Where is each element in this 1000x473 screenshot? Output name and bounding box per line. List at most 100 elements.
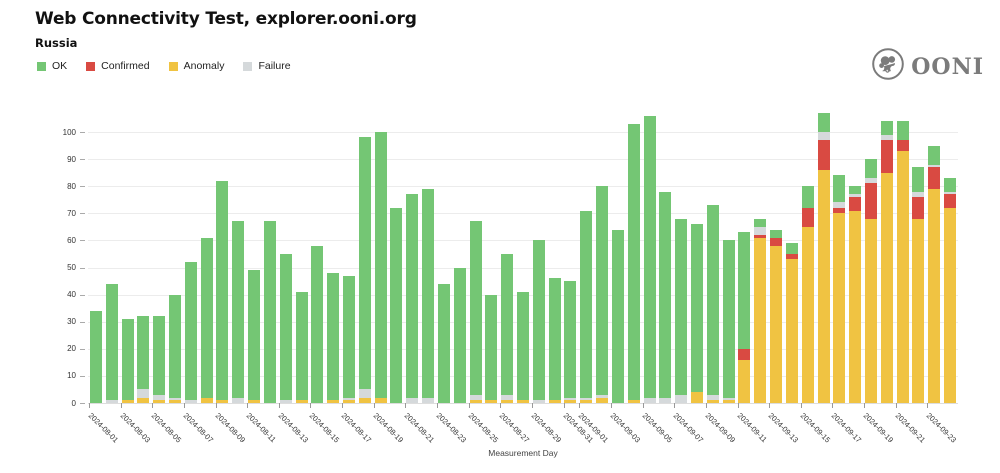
bar-2024-09-23[interactable] [928,145,941,403]
bar-2024-08-26[interactable] [485,294,498,403]
segment-anomaly [896,150,909,403]
segment-anomaly [153,400,166,403]
segment-anomaly [754,237,767,403]
bar-2024-09-12[interactable] [754,218,767,403]
x-tick-label: 2024-08-07 [181,411,216,445]
bar-2024-09-02[interactable] [596,186,609,403]
segment-ok [691,224,703,393]
segment-anomaly [548,400,561,403]
bar-2024-08-22[interactable] [422,188,435,403]
bar-2024-08-16[interactable] [327,272,340,403]
bar-2024-08-05[interactable] [153,316,166,403]
gridline-y-60 [88,240,958,242]
bar-2024-09-11[interactable] [738,232,751,403]
segment-ok [896,121,909,141]
segment-confirmed [880,140,893,173]
bar-2024-08-12[interactable] [263,221,276,403]
bar-2024-08-09[interactable] [216,180,229,403]
bar-2024-08-21[interactable] [406,194,419,403]
legend-item-anomaly: Anomaly [168,60,224,72]
bar-2024-09-20[interactable] [880,121,893,403]
bar-2024-08-18[interactable] [358,137,371,403]
segment-failure [406,397,419,403]
segment-anomaly [564,400,577,403]
bar-2024-08-24[interactable] [453,267,466,403]
page-subtitle: Russia [35,36,78,50]
bar-2024-09-07[interactable] [675,218,688,403]
bar-2024-09-09[interactable] [706,205,719,403]
x-axis-tick [373,403,375,408]
page-title: Web Connectivity Test, explorer.ooni.org [35,9,417,29]
bar-2024-09-17[interactable] [833,175,846,403]
x-tick-label: 2024-08-29 [529,411,564,445]
segment-ok [200,237,213,398]
bar-2024-08-25[interactable] [469,221,482,403]
bar-2024-09-03[interactable] [611,229,624,403]
bar-2024-09-01[interactable] [580,210,593,403]
bar-2024-09-06[interactable] [659,191,672,403]
bar-2024-09-13[interactable] [770,229,783,403]
bar-2024-09-14[interactable] [785,243,798,403]
segment-ok [944,178,957,192]
y-axis-tick [80,267,85,269]
bar-2024-08-19[interactable] [374,132,387,403]
bar-2024-09-21[interactable] [896,121,909,403]
bar-2024-09-16[interactable] [817,113,830,403]
segment-anomaly [928,188,941,403]
bar-2024-08-11[interactable] [248,270,261,403]
bar-2024-08-30[interactable] [548,278,561,403]
bar-2024-09-04[interactable] [627,123,640,403]
bar-2024-09-15[interactable] [801,186,814,403]
x-tick-label: 2024-09-07 [671,411,706,445]
y-axis-tick [80,132,85,133]
segment-ok [548,278,561,401]
bar-2024-09-10[interactable] [722,240,735,403]
segment-failure [469,394,482,401]
bar-2024-08-31[interactable] [564,281,577,403]
bar-2024-09-05[interactable] [643,115,656,403]
gridline-y-0 [88,403,958,404]
bar-2024-08-01[interactable] [89,310,102,403]
bar-2024-08-08[interactable] [200,237,213,403]
y-axis-tick [80,186,85,188]
segment-ok [785,243,798,254]
bar-2024-09-24[interactable] [944,178,957,403]
segment-failure [358,389,371,398]
segment-anomaly [137,397,150,403]
bar-2024-09-19[interactable] [865,159,877,403]
bar-2024-08-17[interactable] [343,275,355,403]
segment-anomaly [801,226,814,403]
bar-2024-09-22[interactable] [912,167,925,403]
bar-2024-08-14[interactable] [295,291,308,403]
x-tick-label: 2024-08-13 [276,411,310,445]
bar-2024-09-18[interactable] [849,186,862,403]
bar-2024-08-29[interactable] [532,240,545,403]
bar-2024-08-07[interactable] [184,262,197,403]
bar-2024-09-08[interactable] [691,224,703,403]
bar-2024-08-28[interactable] [517,291,529,403]
bar-2024-08-03[interactable] [121,319,134,403]
bar-2024-08-10[interactable] [232,221,245,403]
bar-2024-08-02[interactable] [105,283,118,403]
bar-2024-08-20[interactable] [390,207,403,403]
segment-anomaly [343,400,355,403]
bar-2024-08-04[interactable] [137,316,150,403]
y-axis-tick [80,321,85,323]
bar-2024-08-23[interactable] [437,283,450,403]
segment-ok [770,229,783,238]
x-tick-label: 2024-09-17 [830,411,864,445]
segment-anomaly [485,400,498,403]
bar-2024-08-15[interactable] [311,245,324,403]
y-tick-label: 100 [62,127,76,137]
segment-ok [738,232,751,349]
segment-anomaly [817,169,830,403]
segment-ok [611,229,624,403]
bar-2024-08-13[interactable] [279,253,292,403]
segment-ok [216,180,229,401]
x-axis-tick [579,403,581,408]
bar-2024-08-27[interactable] [501,253,514,403]
x-axis-tick [89,403,90,408]
x-tick-label: 2024-09-23 [924,411,959,445]
bar-2024-08-06[interactable] [169,294,181,403]
x-tick-label: 2024-09-03 [608,411,643,445]
